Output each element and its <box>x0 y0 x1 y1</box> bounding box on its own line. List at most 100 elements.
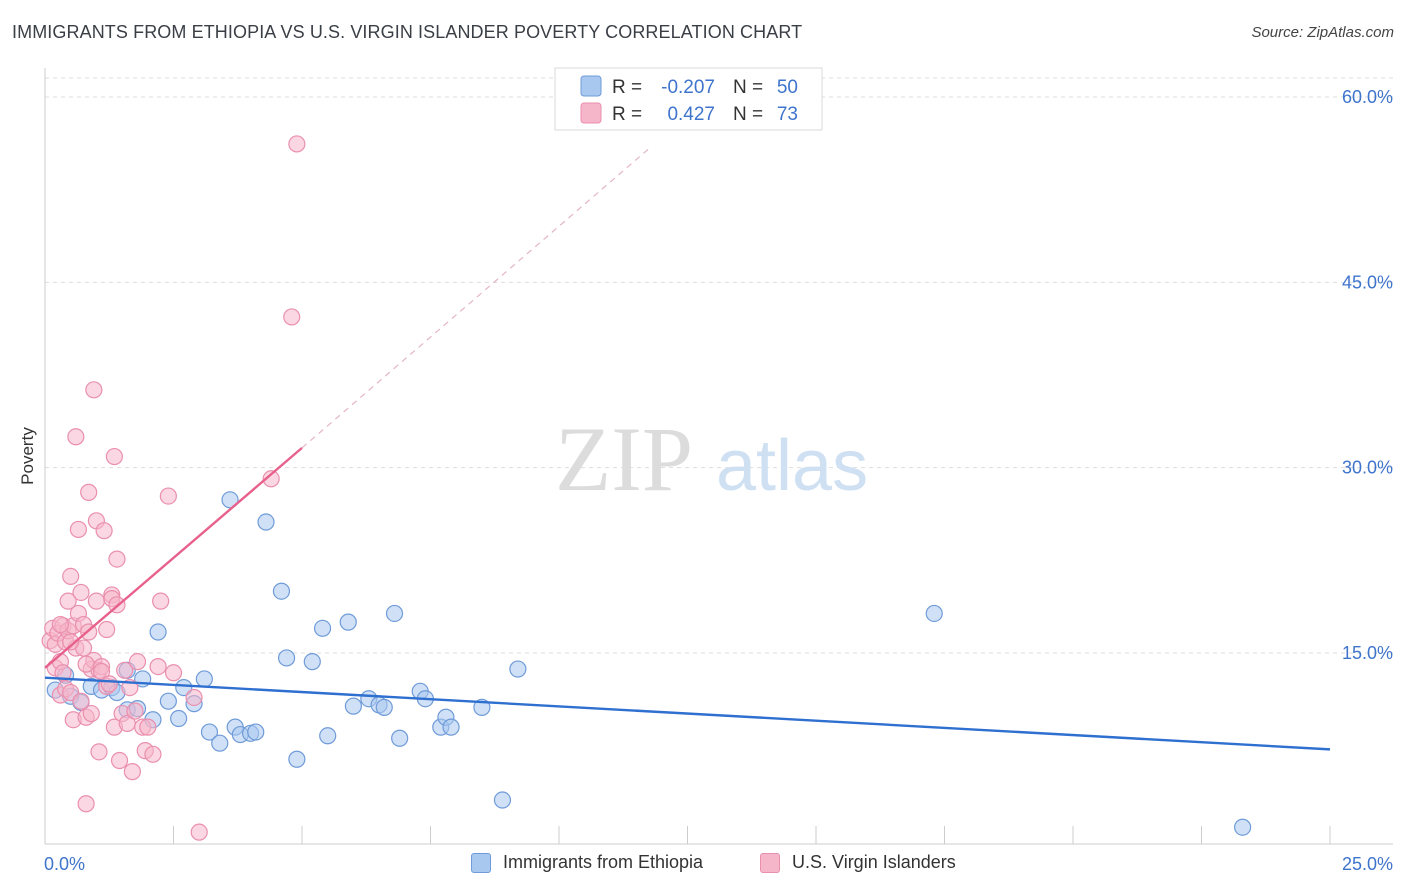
watermark-atlas: atlas <box>716 426 868 506</box>
series-legend: Immigrants from Ethiopia U.S. Virgin Isl… <box>0 852 1406 878</box>
point-virgin-islanders <box>149 657 167 676</box>
chart-title: IMMIGRANTS FROM ETHIOPIA VS U.S. VIRGIN … <box>12 22 803 42</box>
trend-line-virgin-islanders-extension <box>301 145 652 449</box>
watermark-zip: ZIP <box>555 408 693 510</box>
point-ethiopia <box>175 678 193 697</box>
legend-n-value-2: 73 <box>777 104 798 125</box>
point-virgin-islanders <box>67 428 85 446</box>
point-virgin-islanders <box>152 592 170 610</box>
y-tick-label: 45.0% <box>1342 272 1393 292</box>
point-virgin-islanders <box>69 520 88 539</box>
legend-n-value-1: 50 <box>777 77 798 98</box>
point-ethiopia <box>925 604 943 623</box>
trend-line-virgin-islanders <box>44 446 303 669</box>
point-ethiopia <box>159 692 177 710</box>
watermark: ZIP atlas <box>555 408 868 510</box>
point-ethiopia <box>509 660 527 678</box>
point-ethiopia <box>247 723 265 741</box>
legend-swatch-pink <box>760 852 780 873</box>
point-virgin-islanders <box>164 664 183 682</box>
legend-r-label-2: R = <box>612 104 642 125</box>
point-virgin-islanders <box>51 615 70 634</box>
point-virgin-islanders <box>90 743 108 761</box>
legend-label-ethiopia: Immigrants from Ethiopia <box>503 852 704 872</box>
legend-label-virgin-islanders: U.S. Virgin Islanders <box>792 852 956 872</box>
point-virgin-islanders <box>59 592 77 610</box>
legend-n-label-1: N = <box>733 77 763 98</box>
point-virgin-islanders <box>62 633 80 651</box>
correlation-legend: R = -0.207 N = 50 R = 0.427 N = 73 <box>554 67 823 131</box>
point-ethiopia <box>257 513 275 531</box>
point-virgin-islanders <box>190 823 208 841</box>
point-ethiopia <box>385 604 404 623</box>
point-ethiopia <box>170 709 188 728</box>
point-ethiopia <box>375 698 393 716</box>
point-virgin-islanders <box>126 702 144 720</box>
legend-r-label-1: R = <box>612 77 642 98</box>
point-virgin-islanders <box>139 718 157 736</box>
point-virgin-islanders <box>85 381 103 399</box>
point-virgin-islanders <box>98 620 116 639</box>
point-virgin-islanders <box>95 522 113 540</box>
point-virgin-islanders <box>128 653 147 671</box>
point-virgin-islanders <box>105 447 123 466</box>
legend-n-label-2: N = <box>733 104 763 125</box>
point-ethiopia <box>391 729 409 747</box>
source-label: Source: ZipAtlas.com <box>1251 24 1394 41</box>
point-virgin-islanders <box>100 675 118 693</box>
points-layer <box>41 135 1252 841</box>
point-ethiopia <box>1234 818 1252 836</box>
point-ethiopia <box>442 718 460 736</box>
point-ethiopia <box>200 723 219 741</box>
point-virgin-islanders <box>110 751 129 770</box>
point-virgin-islanders <box>116 661 134 679</box>
point-virgin-islanders <box>77 655 95 673</box>
point-virgin-islanders <box>87 592 106 610</box>
trend-lines-layer <box>44 145 1331 751</box>
point-virgin-islanders <box>80 483 98 501</box>
trend-line-ethiopia <box>44 676 1331 751</box>
point-virgin-islanders <box>288 135 306 153</box>
point-ethiopia <box>344 697 362 715</box>
point-virgin-islanders <box>185 688 203 707</box>
point-virgin-islanders <box>144 745 162 763</box>
legend-r-value-2: 0.427 <box>667 104 715 125</box>
point-virgin-islanders <box>108 550 126 568</box>
point-ethiopia <box>493 791 512 809</box>
legend-item-ethiopia[interactable]: Immigrants from Ethiopia <box>471 852 703 873</box>
point-virgin-islanders <box>77 795 95 813</box>
point-virgin-islanders <box>82 704 100 723</box>
point-ethiopia <box>195 670 213 688</box>
legend-pink-swatch <box>580 102 602 124</box>
point-ethiopia <box>277 649 296 667</box>
point-ethiopia <box>221 491 239 509</box>
point-virgin-islanders <box>72 692 90 710</box>
y-tick-label: 60.0% <box>1342 87 1393 107</box>
point-virgin-islanders <box>72 583 90 602</box>
legend-blue-swatch <box>580 75 602 97</box>
point-virgin-islanders <box>159 487 177 505</box>
point-virgin-islanders <box>123 763 141 781</box>
point-ethiopia <box>211 734 229 752</box>
x-tick-label-left: 0.0% <box>44 854 85 874</box>
grid-layer <box>45 77 1393 654</box>
legend-item-virgin-islanders[interactable]: U.S. Virgin Islanders <box>760 852 956 873</box>
point-ethiopia <box>303 653 321 671</box>
y-tick-label: 30.0% <box>1342 458 1393 478</box>
point-virgin-islanders <box>283 308 301 326</box>
legend-r-value-1: -0.207 <box>661 77 715 98</box>
point-ethiopia <box>339 613 357 631</box>
point-ethiopia <box>149 623 167 641</box>
point-ethiopia <box>319 727 337 745</box>
point-virgin-islanders <box>62 567 80 585</box>
y-tick-label: 15.0% <box>1342 643 1393 663</box>
y-axis-label: Poverty <box>18 427 37 485</box>
x-tick-label-right: 25.0% <box>1342 854 1393 874</box>
legend-swatch-blue <box>471 852 491 873</box>
point-virgin-islanders <box>262 470 280 488</box>
axis-layer: 15.0% 30.0% 45.0% 60.0% <box>44 68 1393 845</box>
point-ethiopia <box>313 619 332 637</box>
point-ethiopia <box>272 582 291 600</box>
point-ethiopia <box>288 750 306 768</box>
